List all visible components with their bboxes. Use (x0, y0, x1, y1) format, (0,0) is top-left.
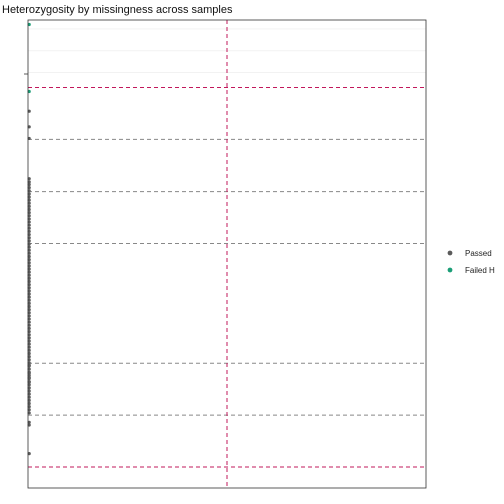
reference-lines (28, 20, 426, 488)
legend-key (447, 267, 453, 273)
legend-label: Failed H (465, 266, 495, 275)
plot-panel (27, 19, 427, 489)
legend: Passed Failed H (447, 249, 495, 275)
chart-title: Heterozygosity by missingness across sam… (2, 4, 233, 16)
legend-label: Passed (465, 249, 492, 258)
legend-key (447, 250, 453, 256)
